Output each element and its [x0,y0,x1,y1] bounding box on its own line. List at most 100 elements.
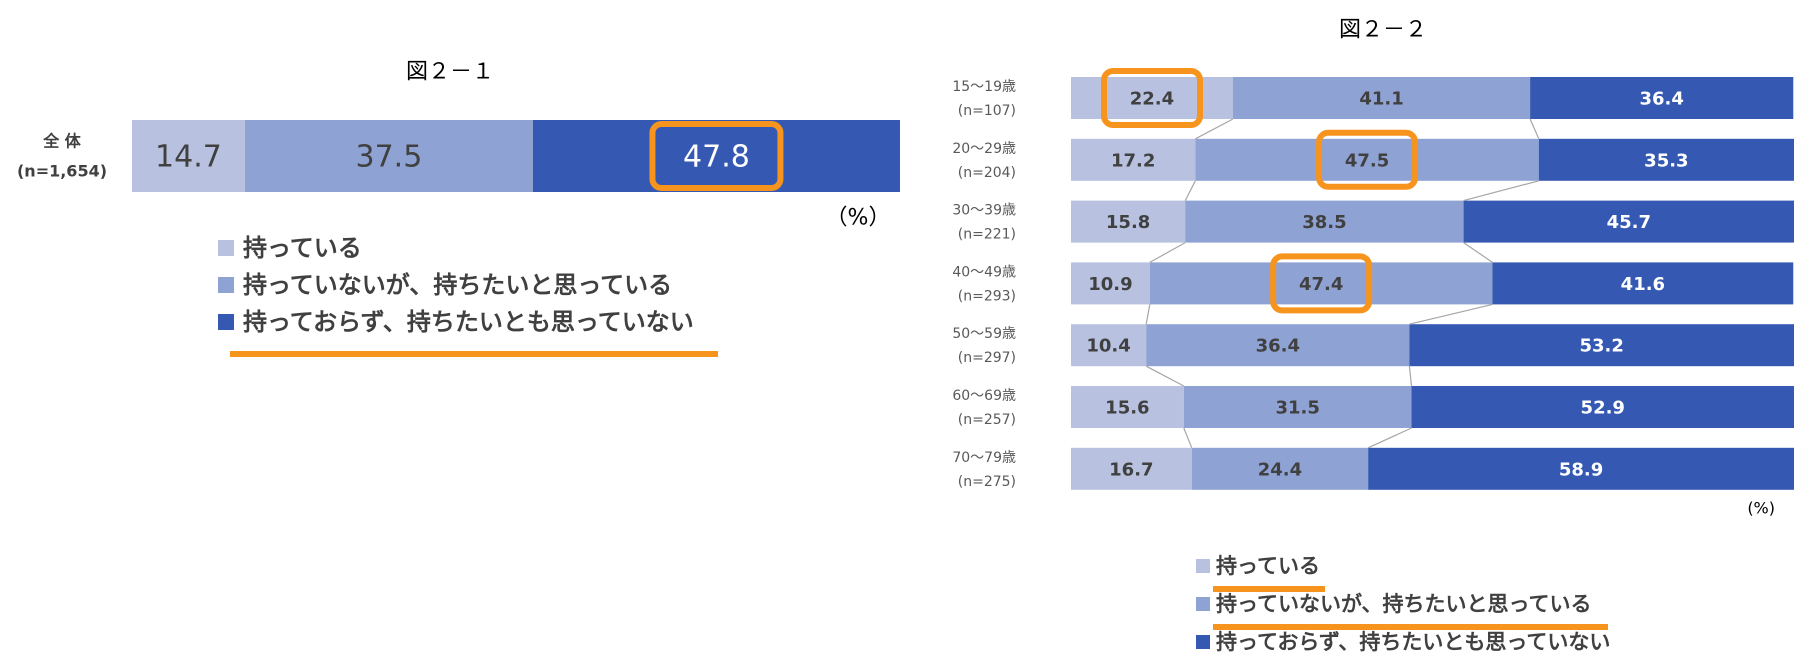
chart2-legend-swatch [1196,559,1210,573]
chart2-bar-segment [1409,324,1794,367]
chart2-category-n: (n=297) [958,350,1016,366]
chart1-legend-underline [230,351,718,357]
chart1-legend-label: 持っている [243,234,362,262]
chart2-unit-label: (%) [1747,499,1775,518]
chart2-data-label: 31.5 [1275,398,1319,419]
chart1-legend-label: 持っておらず、持ちたいとも思っていない [243,308,694,336]
chart1-unit-label: （%） [826,206,891,231]
chart2-bar-segment [1530,77,1794,119]
chart2-bar-segment [1411,386,1794,428]
chart2-data-label: 16.7 [1109,459,1153,480]
chart2-category-n: (n=221) [958,227,1016,243]
chart2-title: 図２－２ [1339,18,1427,43]
chart2-legend-underline [1213,586,1325,592]
chart2-series-line [1145,304,1151,325]
chart2-data-label: 36.4 [1639,89,1683,110]
chart2-bar-segment [1191,447,1369,490]
chart2-data-label: 24.4 [1258,459,1302,480]
chart2-data-label: 47.4 [1299,274,1343,295]
chart2-series-line [1183,427,1193,449]
chart2-highlight-box [1316,129,1419,190]
chart2-data-label: 41.1 [1359,89,1403,110]
chart2-data-label: 36.4 [1256,336,1300,357]
chart2-bar-segment [1232,77,1531,119]
chart2-highlight-box [1270,253,1373,314]
chart2-bar-segment [1368,447,1794,490]
chart2-legend-swatch [1196,597,1210,611]
chart1-legend-label: 持っていないが、持ちたいと思っている [243,271,672,299]
chart2-series-line [1367,427,1412,449]
chart2-category-n: (n=293) [958,288,1016,304]
chart2-series-line [1145,365,1185,387]
chart2-data-label: 10.9 [1088,274,1132,295]
chart2-data-label: 10.4 [1086,336,1130,357]
chart1-data-label: 37.5 [355,140,422,175]
chart2-data-label: 17.2 [1111,150,1155,171]
chart2-bar-segment [1195,138,1539,181]
chart2-series-line [1409,303,1493,325]
chart2-bar-segment [1071,200,1186,243]
chart2-data-label: 15.6 [1105,398,1149,419]
chart2-bar-segment [1463,200,1794,243]
chart1-title: 図２－１ [406,60,494,85]
chart1-category-n: (n=1,654) [17,162,107,181]
chart2-legend-label: 持っておらず、持ちたいとも思っていない [1216,630,1610,654]
chart2-series-line [1184,180,1196,201]
chart2-data-label: 52.9 [1581,398,1625,419]
chart2-series-line [1195,118,1234,140]
chart2-data-label: 38.5 [1302,212,1346,233]
chart2-bar-segment [1146,324,1410,367]
chart2-series-line [1149,242,1186,263]
chart2-bar-segment [1071,324,1147,367]
chart2-legend-label: 持っていないが、持ちたいと思っている [1216,592,1591,616]
chart1-legend-swatch [218,240,234,256]
chart2-data-label: 41.6 [1621,274,1665,295]
chart2-category-n: (n=257) [958,412,1016,428]
chart2-category-n: (n=204) [958,165,1016,181]
chart1-legend-swatch [218,314,234,330]
chart2-category-label: 20～29歳 [952,141,1016,157]
chart1-highlight-box [649,121,784,191]
chart2-highlight-box [1100,68,1203,128]
chart2-category-n: (n=107) [958,103,1016,119]
chart2-bar-segment [1149,262,1493,305]
chart2-data-label: 58.9 [1559,459,1603,480]
chart2-series-line [1463,180,1539,202]
chart2-data-label: 47.5 [1345,150,1389,171]
chart1-data-label: 47.8 [683,140,750,175]
chart2-series-line [1529,118,1540,140]
chart2-legend-label: 持っている [1216,554,1320,578]
chart2-legend-swatch [1196,635,1210,649]
chart1-category-label: 全 体 [42,132,82,151]
chart2-data-label: 35.3 [1644,150,1688,171]
chart2-data-label: 15.8 [1106,212,1150,233]
chart1-data-label: 14.7 [155,140,222,175]
chart2-category-label: 40～49歳 [952,264,1016,280]
chart2-bar-segment [1183,386,1412,428]
chart2-bar-segment [1071,77,1233,119]
chart2-bar-segment [1492,262,1794,305]
chart2-series-line [1463,242,1493,263]
chart2-data-label: 45.7 [1607,212,1651,233]
chart2-category-label: 15～19歳 [952,79,1016,95]
chart2-series-line [1408,366,1413,387]
chart2-bar-segment [1071,386,1184,428]
chart2-category-n: (n=275) [958,474,1016,490]
chart1-bar-segment [244,120,533,192]
chart2-bar-segment [1071,447,1192,490]
chart2-data-label: 22.4 [1130,89,1174,110]
chart1-bar-segment [132,120,245,192]
chart2-bar-segment [1071,138,1196,181]
chart2-bar-segment [1071,262,1150,305]
chart1-bar-segment [532,120,900,192]
chart1-legend-swatch [218,277,234,293]
chart2-category-label: 60～69歳 [952,388,1016,404]
chart2-data-label: 53.2 [1579,336,1623,357]
chart2-bar-segment [1185,200,1464,243]
chart2-category-label: 50～59歳 [952,326,1016,342]
chart2-legend-underline [1213,624,1608,630]
chart2-bar-segment [1538,138,1794,181]
chart2-category-label: 70～79歳 [952,450,1016,466]
chart2-category-label: 30～39歳 [952,203,1016,219]
